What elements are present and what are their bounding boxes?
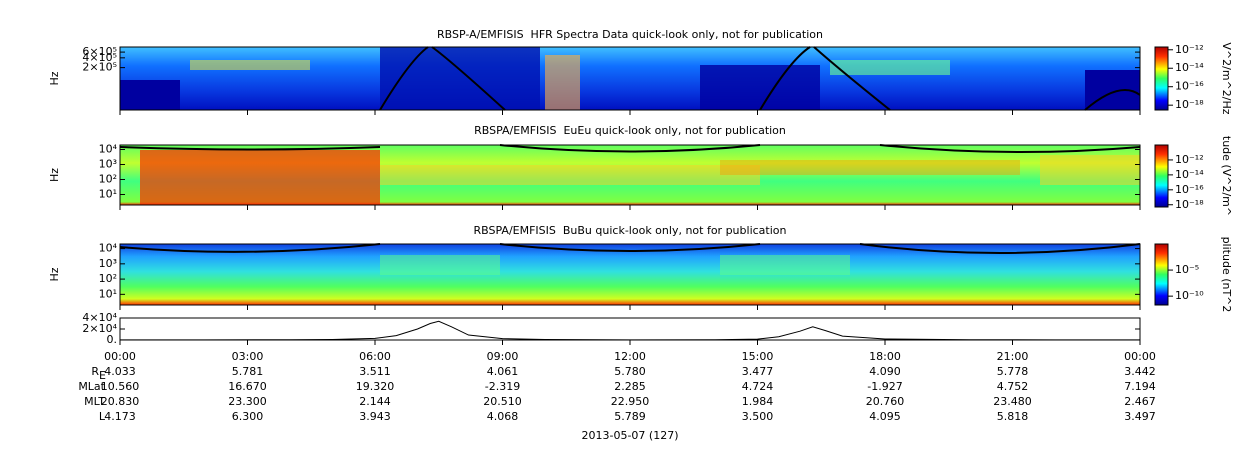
panel-title: RBSPA/EMFISIS EuEu quick-look only, not … (474, 124, 786, 137)
ephemeris-value: 10.560 (101, 380, 140, 393)
ephemeris-value: 3.477 (742, 365, 774, 378)
ephemeris-value: 5.789 (614, 410, 646, 423)
colorbar-tick-label: 10⁻¹⁴ (1175, 168, 1204, 181)
ephemeris-value: 4.752 (997, 380, 1029, 393)
colorbar-tick-label: 10⁻¹⁴ (1175, 61, 1204, 74)
ephemeris-value: 4.033 (104, 365, 136, 378)
x-tick-label: 12:00 (614, 350, 646, 363)
ephemeris-label: L (99, 410, 106, 423)
y-tick-label: 4×10⁵ (82, 51, 117, 64)
x-tick-label: 00:00 (104, 350, 136, 363)
x-tick-label: 09:00 (487, 350, 519, 363)
ephemeris-value: -1.927 (867, 380, 902, 393)
y-axis-label: Hz (48, 71, 61, 85)
ephemeris-value: -2.319 (485, 380, 520, 393)
ephemeris-value: 5.818 (997, 410, 1029, 423)
x-tick-label: 18:00 (869, 350, 901, 363)
x-tick-label: 15:00 (742, 350, 774, 363)
ephemeris-value: 4.724 (742, 380, 774, 393)
colorbar (1154, 46, 1169, 111)
ephemeris-value: 3.497 (1124, 410, 1156, 423)
ephemeris-value: 2.144 (359, 395, 391, 408)
ephemeris-value: 20.760 (866, 395, 905, 408)
y-tick-label: 10³ (99, 158, 117, 171)
x-tick-label: 21:00 (997, 350, 1029, 363)
ephemeris-label: R (91, 365, 99, 378)
x-tick-label: 03:00 (232, 350, 264, 363)
ephemeris-value: 5.778 (997, 365, 1029, 378)
y-axis-label: Hz (48, 267, 61, 281)
x-tick-label: 00:00 (1124, 350, 1156, 363)
colorbar-tick-label: 10⁻¹² (1175, 43, 1204, 56)
y-tick-label: 10⁴ (99, 143, 118, 156)
colorbar-tick-label: 10⁻¹⁸ (1175, 98, 1204, 111)
data-line (119, 320, 1141, 341)
y-tick-label: 10¹ (99, 287, 117, 300)
colorbar (1154, 144, 1169, 208)
y-tick-label: 10⁴ (99, 242, 118, 255)
colorbar-tick-label: 10⁻⁵ (1175, 263, 1199, 276)
y-tick-label: 10² (99, 272, 117, 285)
y-tick-label: 0. (107, 333, 118, 346)
ephemeris-value: 3.500 (742, 410, 774, 423)
ephemeris-value: 19.320 (356, 380, 395, 393)
ephemeris-value: 22.950 (611, 395, 650, 408)
ephemeris-label: MLat (78, 380, 105, 393)
ephemeris-value: 2.285 (614, 380, 646, 393)
ephemeris-value: 6.300 (232, 410, 264, 423)
panel-title: RBSPA/EMFISIS BuBu quick-look only, not … (474, 224, 787, 237)
colorbar-tick-label: 10⁻¹⁰ (1175, 289, 1204, 302)
y-axis-label: Hz (48, 168, 61, 182)
ephemeris-label: MLT (84, 395, 105, 408)
spectrogram-texture (119, 46, 1141, 305)
panel-frame (119, 317, 1141, 341)
ephemeris-value: 20.510 (483, 395, 522, 408)
ephemeris-value: 7.194 (1124, 380, 1156, 393)
ephemeris-value: 20.830 (101, 395, 140, 408)
colorbar-tick-label: 10⁻¹⁸ (1175, 198, 1204, 211)
ephemeris-value: 3.943 (359, 410, 391, 423)
colorbar-label: V^2/m^2/Hz (1220, 42, 1233, 114)
y-tick-label: 10¹ (99, 188, 117, 201)
colorbar-tick-label: 10⁻¹² (1175, 153, 1204, 166)
y-tick-label: 6×10⁵ (82, 45, 117, 58)
y-tick-label: 2×10⁵ (82, 61, 117, 74)
ephemeris-value: 4.095 (869, 410, 901, 423)
y-tick-label: 2×10⁴ (82, 322, 117, 335)
date-label: 2013-05-07 (127) (581, 429, 678, 442)
ephemeris-value: 23.480 (993, 395, 1032, 408)
colorbar-tick-label: 10⁻¹⁶ (1175, 183, 1204, 196)
colorbar (1154, 243, 1169, 306)
ephemeris-value: 5.780 (614, 365, 646, 378)
ephemeris-value: 3.442 (1124, 365, 1156, 378)
ephemeris-value: 1.984 (742, 395, 774, 408)
ephemeris-value: 2.467 (1124, 395, 1156, 408)
ephemeris-value: 16.670 (228, 380, 267, 393)
y-tick-label: 10³ (99, 257, 117, 270)
ephemeris-value: 4.090 (869, 365, 901, 378)
y-tick-label: 4×10⁴ (82, 311, 117, 324)
ephemeris-value: 4.068 (487, 410, 519, 423)
ephemeris-value: 4.061 (487, 365, 519, 378)
ephemeris-value: 5.781 (232, 365, 264, 378)
ephemeris-value: 4.173 (104, 410, 136, 423)
x-tick-label: 06:00 (359, 350, 391, 363)
colorbar-label: tude (V^2/m^ (1220, 136, 1233, 216)
panel-title: RBSP-A/EMFISIS HFR Spectra Data quick-lo… (437, 28, 823, 41)
colorbar-tick-label: 10⁻¹⁶ (1175, 80, 1204, 93)
ephemeris-label-sub: E (99, 369, 106, 382)
ephemeris-value: 23.300 (228, 395, 267, 408)
ephemeris-value: 3.511 (359, 365, 391, 378)
colorbar-label: plitude (nT^2 (1220, 237, 1233, 313)
y-tick-label: 10² (99, 173, 117, 186)
